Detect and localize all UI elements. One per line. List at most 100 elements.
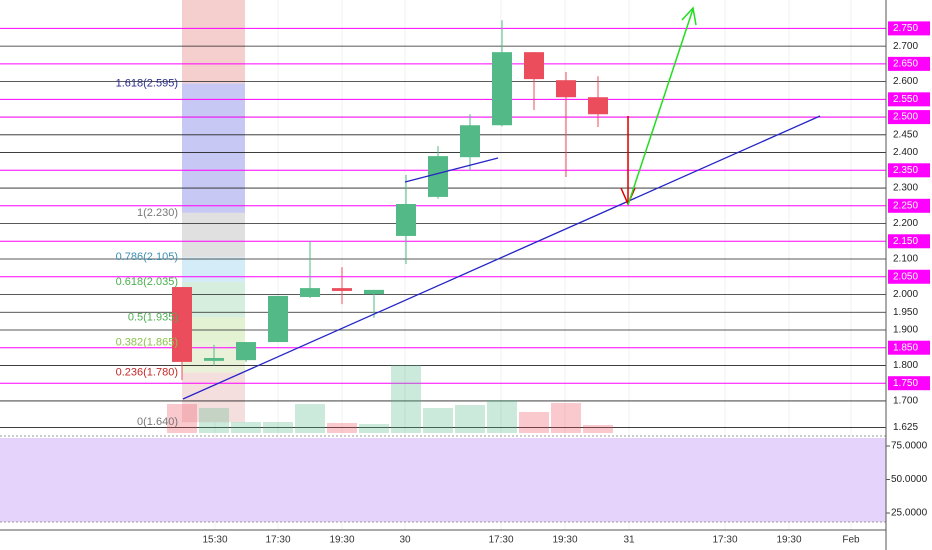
volume-bar	[423, 408, 453, 433]
y-tick-label: 2.700	[893, 41, 918, 52]
fib-band	[182, 212, 245, 258]
level-label: 2.150	[893, 236, 918, 247]
level-label: 1.850	[893, 342, 918, 353]
candle-body	[428, 156, 448, 197]
level-label-box	[888, 198, 930, 213]
fib-label: 0.786(2.105)	[116, 251, 178, 263]
tick-label-box	[888, 127, 930, 142]
level-label-box	[888, 21, 930, 36]
level-label-box	[888, 376, 930, 391]
y-tick-label: 1.700	[893, 396, 918, 407]
x-tick-label: Feb	[842, 535, 860, 546]
level-label: 2.250	[893, 200, 918, 211]
x-tick-label: 19:30	[776, 535, 801, 546]
tick-label-box	[888, 420, 930, 435]
tick-label-box	[888, 74, 930, 89]
y-tick-label: 2.300	[893, 183, 918, 194]
x-tick-label: 19:30	[552, 535, 577, 546]
level-label: 1.750	[893, 378, 918, 389]
volume-bar	[199, 408, 229, 433]
y-tick-label: 2.600	[893, 76, 918, 87]
level-label-box	[888, 234, 930, 249]
volume-bar	[583, 425, 613, 433]
volume-bar	[455, 405, 485, 433]
y-tick-label: 50.0000	[891, 474, 928, 485]
tick-label-box	[888, 322, 930, 337]
tick-label-box	[888, 145, 930, 160]
y-tick-label: 2.200	[893, 218, 918, 229]
level-label: 2.350	[893, 165, 918, 176]
x-tick-label: 19:30	[329, 535, 354, 546]
y-tick-label: 1.625	[893, 422, 918, 433]
up-arrow	[627, 8, 694, 206]
y-tick-label: 1.900	[893, 325, 918, 336]
fib-label: 1.618(2.595)	[116, 77, 178, 89]
level-label-box	[888, 56, 930, 71]
trend-line	[182, 115, 821, 400]
x-tick-label: 30	[399, 535, 411, 546]
candle-body	[556, 80, 576, 98]
level-label: 2.650	[893, 59, 918, 70]
tick-label-box	[888, 216, 930, 231]
volume-bar	[391, 365, 421, 433]
level-label-box	[888, 163, 930, 178]
fib-band	[182, 83, 245, 213]
volume-bar	[327, 423, 357, 433]
fib-label: 0(1.640)	[137, 416, 178, 428]
fib-label: 1(2.230)	[137, 207, 178, 219]
level-label-box	[888, 92, 930, 107]
y-tick-label: 2.100	[893, 254, 918, 265]
level-label: 2.050	[893, 271, 918, 282]
indicator-pane	[0, 438, 886, 522]
level-label: 2.750	[893, 23, 918, 34]
candle-body	[460, 125, 480, 158]
volume-bar	[295, 404, 325, 433]
y-tick-label: 75.0000	[891, 441, 928, 452]
volume-bar	[487, 400, 517, 433]
candle-body	[268, 295, 288, 343]
tick-label-box	[888, 358, 930, 373]
x-tick-label: 17:30	[265, 535, 290, 546]
tick-label-box	[888, 287, 930, 302]
fib-band	[182, 282, 245, 318]
level-label: 2.550	[893, 94, 918, 105]
y-tick-label: 2.400	[893, 147, 918, 158]
tick-label-box	[888, 252, 930, 267]
fib-label: 0.5(1.935)	[128, 311, 178, 323]
volume-bar	[359, 424, 389, 433]
level-label-box	[888, 110, 930, 125]
trend-line	[404, 157, 499, 183]
tick-label-box	[888, 181, 930, 196]
volume-bar	[519, 412, 549, 433]
candle-body	[332, 288, 352, 291]
x-tick-label: 15:30	[202, 535, 227, 546]
candle-body	[236, 342, 256, 361]
tick-label-box	[888, 305, 930, 320]
volume-bar	[551, 403, 581, 433]
fib-label: 0.236(1.780)	[116, 366, 178, 378]
candle-body	[172, 287, 192, 362]
candle-body	[204, 358, 224, 361]
x-tick-label: 17:30	[488, 535, 513, 546]
up-arrow-head	[681, 6, 697, 26]
candle-body	[364, 289, 384, 295]
volume-bar	[231, 422, 261, 433]
candle-body	[492, 52, 512, 126]
tick-label-box	[888, 39, 930, 54]
candle-body	[396, 204, 416, 236]
candle-body	[588, 97, 608, 115]
x-tick-label: 17:30	[712, 535, 737, 546]
level-label-box	[888, 340, 930, 355]
candle-body	[300, 288, 320, 297]
fib-band	[182, 372, 245, 423]
y-tick-label: 1.800	[893, 360, 918, 371]
y-tick-label: 1.950	[893, 307, 918, 318]
volume-bar	[167, 404, 197, 433]
fib-label: 0.618(2.035)	[116, 276, 178, 288]
level-label: 2.500	[893, 112, 918, 123]
tick-label-box	[888, 393, 930, 408]
fib-band	[182, 257, 245, 283]
volume-bar	[263, 422, 293, 433]
y-tick-label: 2.000	[893, 289, 918, 300]
